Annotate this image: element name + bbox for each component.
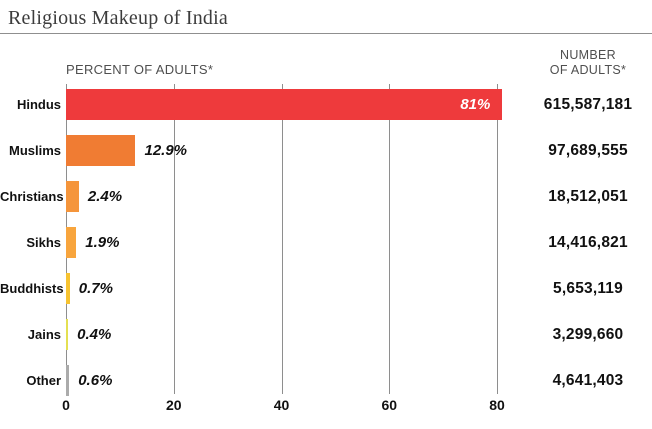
bar-sikhs [66, 227, 77, 258]
bar-other [66, 365, 70, 396]
x-tick-label-20: 20 [165, 397, 182, 413]
value-label-christians: 2.4% [87, 188, 123, 205]
number-of-adults-buddhists: 5,653,119 [553, 280, 623, 297]
category-label-christians: Christians [0, 189, 64, 204]
grid-line-60 [389, 84, 391, 394]
x-tick-label-60: 60 [381, 397, 398, 413]
bar-jains [66, 319, 69, 350]
grid-line-80 [497, 84, 498, 394]
page-title: Religious Makeup of India [8, 7, 228, 29]
category-label-muslims: Muslims [8, 143, 61, 158]
bar-christians [66, 181, 79, 212]
x-tick-label-40: 40 [273, 397, 290, 413]
value-label-other: 0.6% [78, 372, 113, 389]
title-divider [0, 33, 652, 34]
value-label-jains: 0.4% [77, 326, 112, 343]
percent-axis-header: PERCENT OF ADULTS* [66, 62, 214, 77]
number-header-line2: OF ADULTS* [549, 63, 627, 77]
bar-buddhists [66, 273, 70, 304]
number-header-line1: NUMBER [560, 48, 616, 62]
number-of-adults-jains: 3,299,660 [552, 326, 624, 343]
bar-hindus [66, 89, 503, 120]
number-of-adults-hindus: 615,587,181 [543, 96, 633, 113]
value-label-muslims: 12.9% [144, 142, 188, 159]
x-tick-label-80: 80 [489, 397, 505, 413]
category-label-jains: Jains [27, 327, 61, 342]
grid-line-40 [281, 84, 283, 394]
value-label-hindus: 81% [460, 96, 491, 113]
number-column-header: NUMBER OF ADULTS* [524, 48, 652, 78]
category-label-hindus: Hindus [16, 97, 61, 112]
grid-line-20 [173, 84, 175, 394]
number-of-adults-christians: 18,512,051 [548, 188, 628, 205]
bar-muslims [66, 135, 136, 166]
category-label-buddhists: Buddhists [0, 281, 64, 296]
x-tick-label-0: 0 [62, 397, 70, 413]
number-of-adults-muslims: 97,689,555 [548, 142, 628, 159]
category-label-other: Other [26, 373, 61, 388]
number-of-adults-other: 4,641,403 [552, 372, 624, 389]
value-label-buddhists: 0.7% [78, 280, 113, 297]
category-label-sikhs: Sikhs [26, 235, 61, 250]
value-label-sikhs: 1.9% [85, 234, 120, 251]
number-of-adults-sikhs: 14,416,821 [548, 234, 628, 251]
